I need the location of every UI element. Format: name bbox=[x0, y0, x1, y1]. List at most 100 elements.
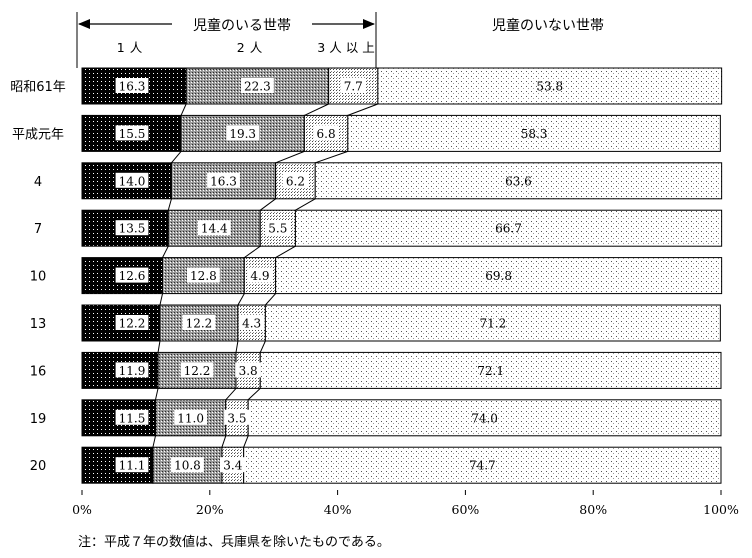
data-label: 72.1 bbox=[477, 364, 504, 378]
data-label: 12.2 bbox=[119, 317, 146, 331]
connector-line bbox=[347, 103, 379, 116]
legend-series-3: 3人以上 bbox=[317, 40, 378, 55]
data-label: 3.4 bbox=[223, 459, 242, 473]
connector-line bbox=[244, 245, 261, 259]
data-label: 69.8 bbox=[485, 269, 512, 283]
connector-line bbox=[247, 388, 261, 401]
data-label-bg bbox=[247, 267, 273, 283]
category-label: 13 bbox=[30, 317, 47, 332]
data-label-bg bbox=[180, 362, 214, 378]
data-label-bg bbox=[115, 362, 149, 378]
group-label-without-children: 児童のいない世帯 bbox=[492, 17, 604, 34]
series-connector-lines bbox=[152, 103, 379, 448]
data-label: 4.9 bbox=[250, 269, 269, 283]
connector-line bbox=[275, 150, 305, 164]
connector-line bbox=[162, 245, 169, 258]
data-label-bg bbox=[340, 78, 367, 93]
data-label: 11.1 bbox=[119, 459, 146, 473]
data-label: 58.3 bbox=[521, 127, 548, 141]
data-label-bg bbox=[187, 267, 220, 283]
chart-note: 注：平成７年の数値は、兵庫県を除いたものである。 bbox=[78, 534, 390, 550]
x-tick-label: 80% bbox=[579, 502, 607, 517]
data-label: 11.9 bbox=[119, 364, 146, 378]
data-label-bg bbox=[238, 315, 265, 330]
bar-segment-4 bbox=[347, 114, 721, 152]
connector-line bbox=[315, 150, 348, 164]
data-label: 6.2 bbox=[286, 174, 305, 188]
data-label-bg bbox=[241, 78, 274, 93]
bar-segment-3 bbox=[328, 67, 379, 105]
data-label: 66.7 bbox=[495, 222, 522, 236]
data-label-bg bbox=[115, 267, 149, 283]
data-label-bg bbox=[182, 315, 216, 330]
data-label: 12.6 bbox=[119, 269, 146, 283]
data-label: 11.0 bbox=[177, 411, 204, 425]
data-label-bg bbox=[313, 125, 339, 141]
category-label: 10 bbox=[30, 270, 47, 285]
bar-segment-4 bbox=[314, 162, 723, 200]
bracket-arrow-right bbox=[363, 19, 375, 29]
data-label: 13.5 bbox=[119, 222, 146, 236]
connector-line bbox=[275, 245, 296, 259]
data-label: 12.2 bbox=[186, 317, 213, 331]
data-label-bg bbox=[282, 172, 309, 188]
group-label-with-children: 児童のいる世帯 bbox=[193, 17, 291, 34]
data-label: 12.2 bbox=[184, 364, 211, 378]
bar-segment-4 bbox=[247, 399, 722, 437]
x-axis: 0% 20% 40% 60% 80% 100% bbox=[72, 490, 739, 517]
connector-line bbox=[180, 103, 187, 116]
data-label: 5.5 bbox=[268, 222, 287, 236]
data-label-bg bbox=[220, 457, 246, 473]
connector-line bbox=[171, 151, 182, 164]
category-label: 19 bbox=[30, 412, 47, 427]
connector-line bbox=[243, 435, 249, 448]
data-label: 3.5 bbox=[227, 411, 246, 425]
connector-line bbox=[221, 435, 227, 448]
category-label: 平成元年 bbox=[12, 127, 64, 142]
connector-line bbox=[237, 293, 245, 306]
x-tick-label: 100% bbox=[703, 502, 739, 517]
data-label: 19.3 bbox=[229, 127, 256, 141]
bar-segment-4 bbox=[243, 446, 722, 484]
data-label-bg bbox=[235, 362, 261, 378]
connector-line bbox=[259, 198, 276, 211]
legend-header: 児童のいる世帯 児童のいない世帯 1人 2人 3人以上 bbox=[76, 12, 604, 68]
data-label-bg bbox=[265, 220, 291, 236]
x-tick-label: 60% bbox=[452, 502, 480, 517]
data-label-bg bbox=[115, 409, 149, 425]
data-label: 11.5 bbox=[119, 411, 146, 425]
data-label: 6.8 bbox=[317, 127, 336, 141]
connector-line bbox=[157, 340, 161, 353]
bar-segment-4 bbox=[377, 67, 723, 105]
legend-series-1: 1人 bbox=[117, 40, 147, 55]
data-label: 71.2 bbox=[480, 317, 507, 331]
data-label: 74.7 bbox=[469, 459, 496, 473]
data-label-bg bbox=[115, 220, 149, 236]
bar-segment-4 bbox=[259, 351, 722, 389]
data-label: 22.3 bbox=[244, 80, 271, 94]
bar-segment-4 bbox=[294, 209, 723, 247]
connector-line bbox=[152, 435, 156, 448]
data-label-bg bbox=[207, 172, 240, 188]
data-label-bg bbox=[115, 315, 149, 330]
data-label-bg bbox=[115, 78, 149, 93]
data-label: 74.0 bbox=[471, 411, 498, 425]
connector-line bbox=[235, 340, 239, 353]
data-label-bg bbox=[115, 457, 149, 473]
x-tick-label: 0% bbox=[72, 502, 92, 517]
data-label-bg bbox=[174, 409, 208, 425]
data-label: 12.8 bbox=[190, 269, 217, 283]
category-label: 16 bbox=[30, 364, 47, 379]
connector-line bbox=[159, 293, 164, 306]
data-label-bg bbox=[226, 125, 260, 141]
x-tick-label: 40% bbox=[324, 502, 352, 517]
connector-line bbox=[265, 293, 276, 306]
connector-line bbox=[259, 340, 266, 353]
category-label: 昭和61年 bbox=[10, 80, 66, 95]
data-label: 10.8 bbox=[174, 459, 201, 473]
connector-line bbox=[295, 198, 316, 211]
connector-line bbox=[225, 388, 237, 401]
data-label: 16.3 bbox=[210, 174, 237, 188]
data-label: 4.3 bbox=[242, 317, 261, 331]
